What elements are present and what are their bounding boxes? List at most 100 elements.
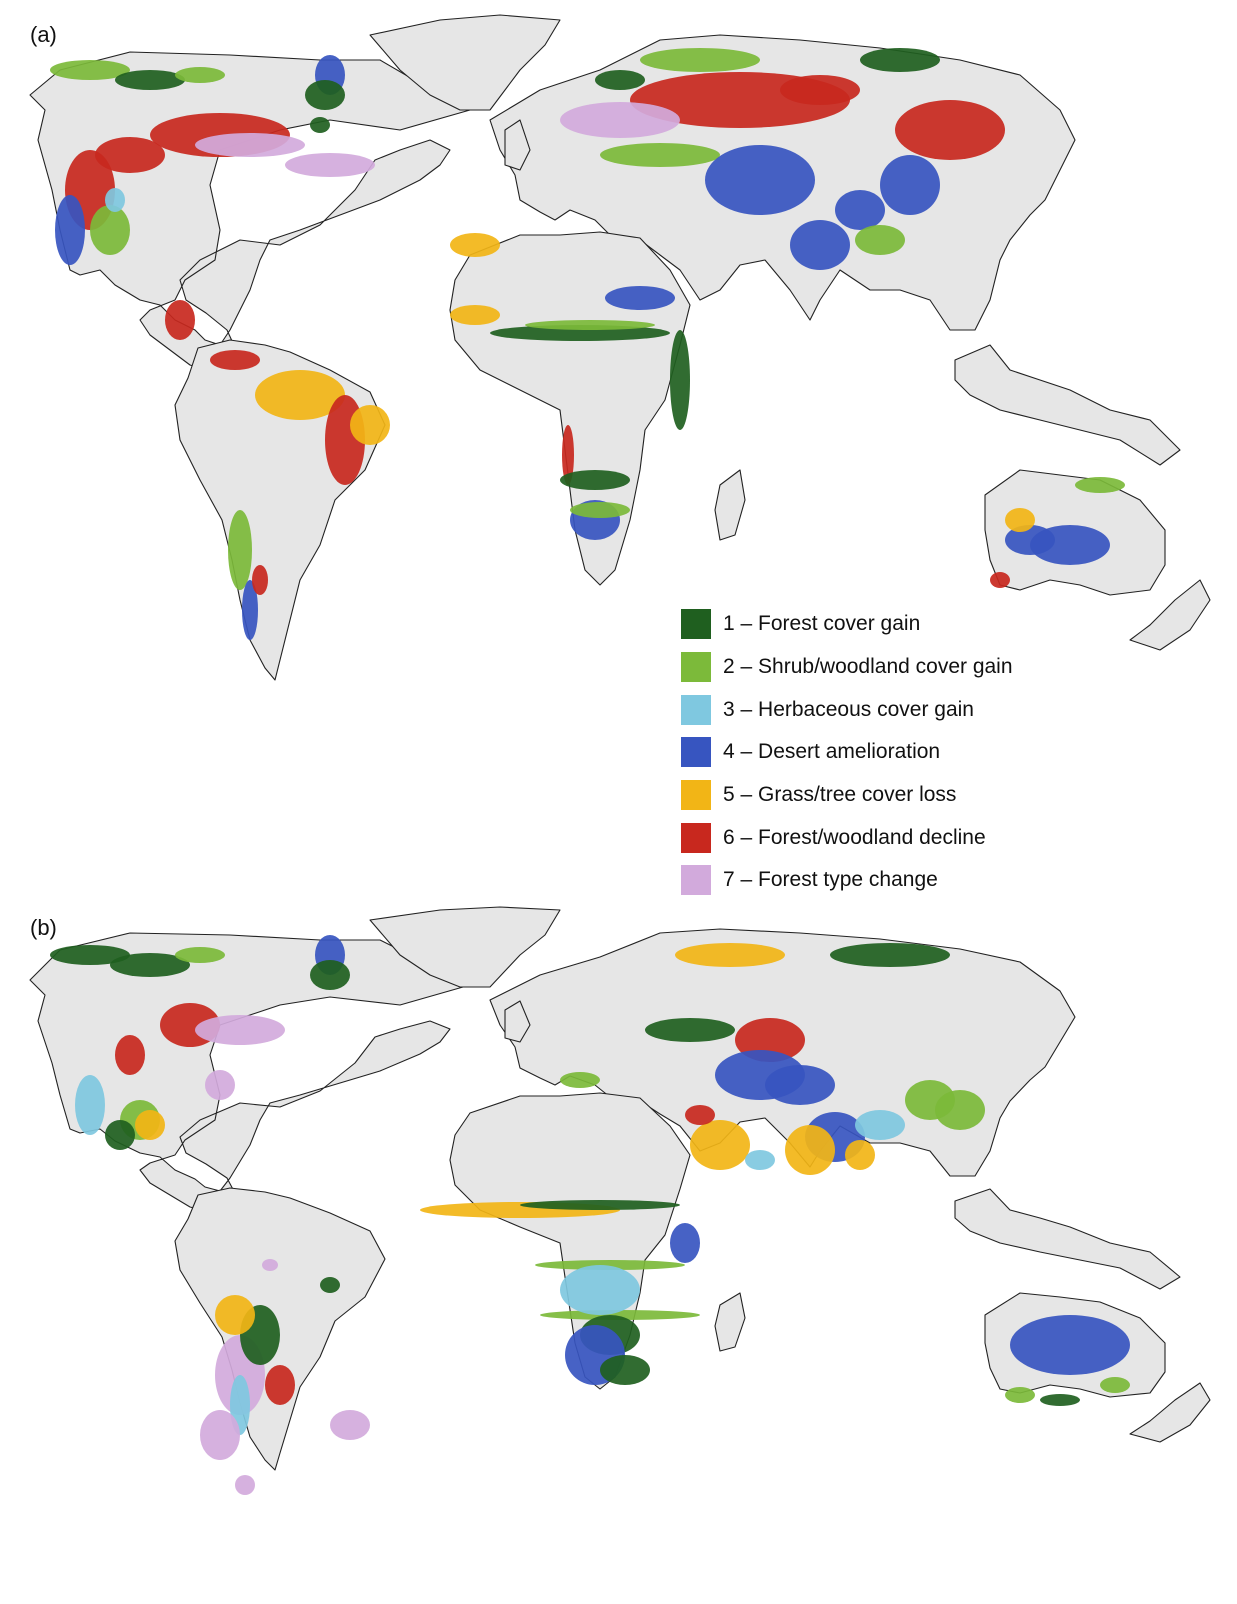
legend: 1 – Forest cover gain 2 – Shrub/woodland… xyxy=(681,603,1101,902)
land-cover-patch xyxy=(1005,525,1055,555)
land-cover-patch xyxy=(55,195,85,265)
uk-ireland xyxy=(504,1000,531,1043)
land-cover-patch xyxy=(1005,1387,1035,1403)
panel-label-b: (b) xyxy=(30,915,57,940)
land-cover-patches xyxy=(50,48,1125,640)
legend-swatch xyxy=(681,865,711,896)
land-cover-patch xyxy=(560,470,630,490)
legend-swatch xyxy=(681,737,711,768)
madagascar xyxy=(714,1292,746,1352)
land-cover-patch xyxy=(670,1223,700,1263)
land-cover-patch xyxy=(95,137,165,173)
land-cover-patch xyxy=(645,1018,735,1042)
land-cover-patch xyxy=(560,102,680,138)
land-cover-patch xyxy=(990,572,1010,588)
land-cover-patch xyxy=(135,1110,165,1140)
land-cover-patch xyxy=(255,370,345,420)
land-cover-patch xyxy=(310,117,330,133)
land-cover-patch xyxy=(228,510,252,590)
land-cover-patch xyxy=(235,1475,255,1495)
land-cover-patch xyxy=(350,405,390,445)
land-cover-patch xyxy=(895,100,1005,160)
uk-ireland xyxy=(504,119,531,171)
legend-swatch xyxy=(681,652,711,683)
world-map-b xyxy=(29,906,1211,1495)
legend-swatch xyxy=(681,694,711,725)
land-cover-patch xyxy=(860,48,940,72)
legend-label: 1 – Forest cover gain xyxy=(723,612,921,636)
legend-item-1: 1 – Forest cover gain xyxy=(681,603,1101,646)
land-cover-patch xyxy=(1005,508,1035,532)
new-zealand xyxy=(1129,1382,1211,1443)
legend-swatch xyxy=(681,780,711,811)
land-cover-patch xyxy=(845,1140,875,1170)
land-cover-patch xyxy=(600,143,720,167)
legend-item-2: 2 – Shrub/woodland cover gain xyxy=(681,646,1101,689)
southeast-asia-islands xyxy=(954,1188,1181,1290)
new-zealand xyxy=(1129,579,1211,651)
legend-label: 3 – Herbaceous cover gain xyxy=(723,697,974,721)
land-cover-patch xyxy=(745,1150,775,1170)
world-map-a xyxy=(29,14,1211,681)
land-cover-patch xyxy=(262,1259,278,1271)
map-panel-b: (b) xyxy=(0,905,1237,1604)
land-cover-patch xyxy=(50,945,130,965)
greenland xyxy=(369,14,561,111)
land-cover-patch xyxy=(195,1015,285,1045)
panel-label-a: (a) xyxy=(30,22,57,47)
legend-label: 4 – Desert amelioration xyxy=(723,740,941,764)
land-cover-patch xyxy=(1075,477,1125,493)
land-cover-patch xyxy=(305,80,345,110)
legend-swatch xyxy=(681,822,711,853)
land-cover-patches xyxy=(50,935,1130,1495)
land-cover-patch xyxy=(200,1410,240,1460)
land-cover-patch xyxy=(560,1072,600,1088)
land-cover-patch xyxy=(690,1120,750,1170)
south-america xyxy=(174,1187,386,1471)
north-america xyxy=(29,932,471,1221)
land-cover-patch xyxy=(935,1090,985,1130)
land-cover-patch xyxy=(780,75,860,105)
legend-item-4: 4 – Desert amelioration xyxy=(681,731,1101,774)
africa xyxy=(449,231,691,586)
southeast-asia-islands xyxy=(954,344,1181,466)
land-cover-patch xyxy=(90,205,130,255)
legend-label: 5 – Grass/tree cover loss xyxy=(723,783,957,807)
land-cover-patch xyxy=(520,1200,680,1210)
land-cover-patch xyxy=(1100,1377,1130,1393)
land-layer xyxy=(29,906,1211,1471)
land-cover-patch xyxy=(252,565,268,595)
legend-item-7: 7 – Forest type change xyxy=(681,859,1101,902)
land-cover-patch xyxy=(705,145,815,215)
land-cover-patch xyxy=(195,133,305,157)
land-cover-patch xyxy=(560,1265,640,1315)
land-cover-patch xyxy=(600,1355,650,1385)
land-cover-patch xyxy=(75,1075,105,1135)
land-cover-patch xyxy=(115,1035,145,1075)
land-cover-patch xyxy=(105,1120,135,1150)
land-cover-patch xyxy=(115,70,185,90)
land-cover-patch xyxy=(1010,1315,1130,1375)
map-panel-a: (a) 1 – Forest cover gain 2 – Shrub/wood… xyxy=(29,14,1211,902)
land-cover-patch xyxy=(535,1260,685,1270)
land-cover-patch xyxy=(310,960,350,990)
land-cover-patch xyxy=(285,153,375,177)
land-cover-patch xyxy=(855,225,905,255)
land-cover-patch xyxy=(242,580,258,640)
legend-swatch xyxy=(681,609,711,640)
land-cover-patch xyxy=(265,1365,295,1405)
land-cover-patch xyxy=(175,67,225,83)
land-cover-patch xyxy=(830,943,950,967)
land-cover-patch xyxy=(205,1070,235,1100)
land-cover-patch xyxy=(525,320,655,330)
legend-label: 2 – Shrub/woodland cover gain xyxy=(723,655,1013,679)
land-cover-patch xyxy=(570,502,630,518)
land-cover-patch xyxy=(50,60,130,80)
legend-item-5: 5 – Grass/tree cover loss xyxy=(681,774,1101,817)
land-cover-patch xyxy=(110,953,190,977)
land-cover-patch xyxy=(835,190,885,230)
land-cover-patch xyxy=(595,70,645,90)
land-cover-patch xyxy=(685,1105,715,1125)
land-cover-patch xyxy=(540,1310,700,1320)
legend-item-3: 3 – Herbaceous cover gain xyxy=(681,688,1101,731)
